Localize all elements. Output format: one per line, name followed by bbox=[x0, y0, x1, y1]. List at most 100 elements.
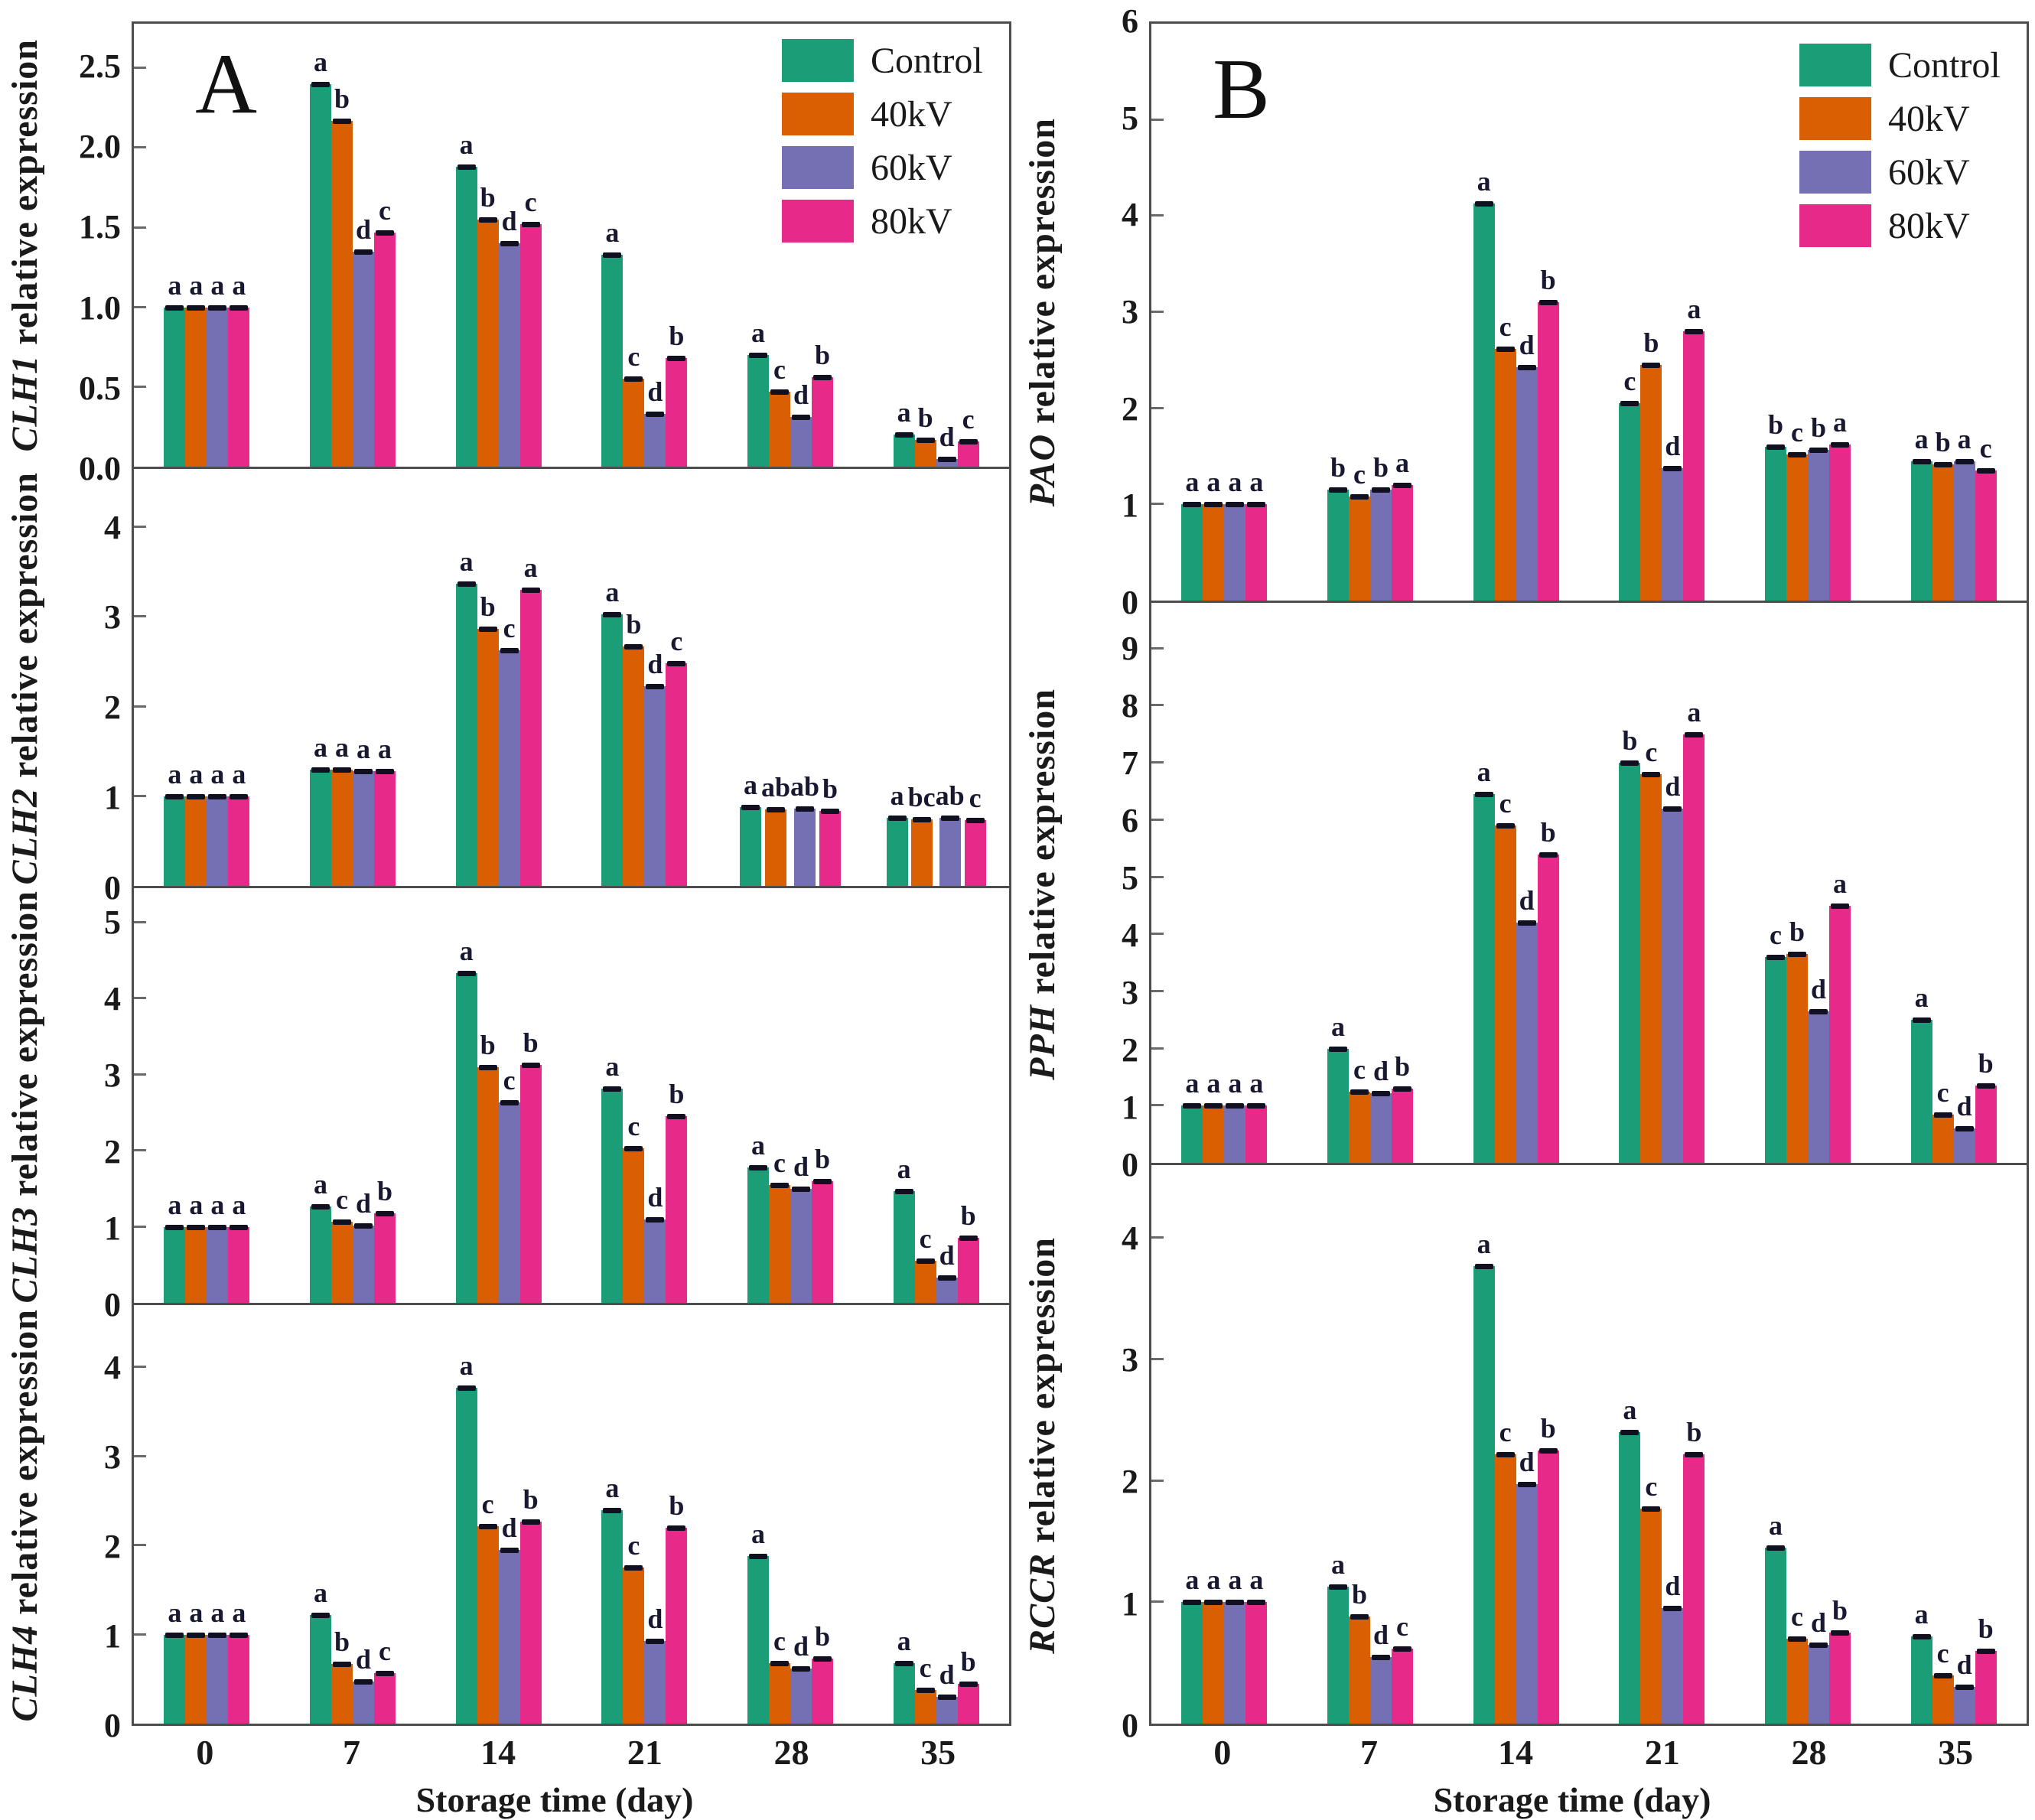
bar-wrap: d bbox=[1953, 603, 1975, 1163]
bar-60kv-day-21 bbox=[644, 414, 666, 467]
y-tick-mark bbox=[134, 1454, 146, 1457]
bar-80kv-day-0 bbox=[228, 1634, 250, 1724]
significance-letter: a bbox=[751, 317, 765, 349]
error-bar-cap bbox=[165, 1632, 184, 1638]
bar-wrap: c bbox=[1494, 603, 1516, 1163]
bar-wrap: d bbox=[644, 24, 666, 467]
bar-60kv-day-28 bbox=[1807, 1644, 1829, 1724]
y-tick-label: 2 bbox=[1122, 1031, 1138, 1069]
significance-letter: c bbox=[1769, 920, 1782, 951]
error-bar-cap bbox=[1204, 502, 1223, 508]
error-bar-cap bbox=[748, 1554, 767, 1560]
bar-wrap: d bbox=[1369, 603, 1392, 1163]
significance-letter: b bbox=[1686, 1416, 1702, 1447]
y-tick-label: 0 bbox=[104, 869, 121, 907]
error-bar-cap bbox=[887, 815, 907, 821]
bar-80kv-day-14 bbox=[1537, 854, 1559, 1163]
bar-wrap: b bbox=[957, 888, 979, 1303]
y-tick-mark bbox=[134, 67, 146, 70]
bar-40kv-day-0 bbox=[1203, 504, 1225, 601]
significance-letter: b bbox=[1540, 265, 1556, 296]
significance-letter: a bbox=[1185, 1564, 1200, 1596]
y-tick-mark bbox=[134, 226, 146, 229]
bar-group-day-35: a bc ab c bbox=[863, 469, 1009, 886]
bar-wrap: c bbox=[768, 888, 790, 1303]
bar-wrap: a bbox=[309, 1305, 331, 1724]
bar-wrap: a bbox=[1181, 24, 1203, 601]
significance-letter: c bbox=[627, 1530, 640, 1561]
error-bar-cap bbox=[624, 1565, 643, 1571]
error-bar-cap bbox=[1247, 502, 1266, 508]
significance-letter: c bbox=[503, 612, 516, 643]
bar-40kv-day-7 bbox=[330, 1221, 353, 1303]
bar-80kv-day-0 bbox=[1245, 504, 1268, 601]
bar-60kv-day-7 bbox=[352, 770, 374, 886]
bar-wrap: a bbox=[601, 24, 624, 467]
bar-wrap: b bbox=[1537, 1165, 1559, 1724]
bar-60kv-day-21 bbox=[644, 1640, 666, 1724]
significance-letter: d bbox=[501, 206, 517, 237]
bar-wrap: a bbox=[185, 24, 207, 467]
significance-letter: a bbox=[1477, 166, 1491, 197]
bar-control-day-21 bbox=[601, 1509, 624, 1724]
bar-control-day-35 bbox=[886, 817, 908, 886]
error-bar-cap bbox=[1620, 1430, 1639, 1436]
error-bar-cap bbox=[1663, 806, 1682, 812]
bar-wrap: c bbox=[914, 888, 936, 1303]
bar-60kv-day-28 bbox=[794, 809, 816, 886]
significance-letter: b bbox=[480, 591, 496, 622]
bar-wrap: b bbox=[1807, 24, 1829, 601]
bar-60kv-day-28 bbox=[790, 1668, 812, 1724]
significance-letter: d bbox=[355, 1187, 371, 1219]
significance-letter: a bbox=[168, 1189, 182, 1220]
significance-letter: a bbox=[897, 397, 911, 428]
bar-40kv-day-28 bbox=[764, 809, 786, 886]
error-bar-cap bbox=[770, 1182, 789, 1188]
y-tick-label: 1 bbox=[104, 1210, 121, 1247]
significance-letter: a bbox=[605, 217, 620, 248]
bar-wrap: b bbox=[811, 888, 833, 1303]
bar-80kv-day-35 bbox=[957, 1238, 979, 1303]
y-tick-mark bbox=[1151, 1236, 1164, 1239]
error-bar-cap bbox=[916, 1687, 935, 1693]
error-bar-cap bbox=[916, 437, 935, 443]
error-bar-cap bbox=[1830, 903, 1849, 909]
significance-letter: a bbox=[523, 552, 538, 584]
bar-40kv-day-28 bbox=[1786, 1638, 1808, 1724]
bar-control-day-14 bbox=[1473, 1265, 1495, 1724]
y-tick-mark bbox=[134, 794, 146, 797]
bar-wrap: a bbox=[1327, 603, 1349, 1163]
bar-40kv-day-35 bbox=[914, 439, 936, 467]
bar-wrap: a bbox=[1181, 603, 1203, 1163]
y-tick-mark bbox=[134, 705, 146, 708]
bar-wrap: d bbox=[498, 1305, 520, 1724]
y-axis-ticks: 0.0 0.5 1.0 1.5 2.0 2.5 bbox=[49, 21, 132, 485]
legend-label: 60kV bbox=[871, 147, 952, 188]
bar-wrap: a bbox=[893, 1305, 915, 1724]
bar-wrap: a bbox=[309, 24, 331, 467]
bar-wrap: a bbox=[1245, 24, 1268, 601]
bar-wrap: b bbox=[1369, 24, 1392, 601]
significance-letter: d bbox=[647, 1603, 663, 1634]
error-bar-cap bbox=[603, 1086, 622, 1092]
bar-wrap: a bbox=[1203, 603, 1225, 1163]
bar-wrap: d bbox=[1516, 1165, 1538, 1724]
error-bar-cap bbox=[1371, 487, 1390, 493]
significance-letter: a bbox=[897, 1153, 911, 1184]
bar-wrap: c bbox=[914, 1305, 936, 1724]
significance-letter: a bbox=[1768, 1509, 1783, 1541]
error-bar-cap bbox=[1226, 1103, 1245, 1109]
y-tick-mark bbox=[134, 526, 146, 529]
bar-40kv-day-14 bbox=[477, 628, 499, 886]
bar-wrap: a bbox=[747, 1305, 769, 1724]
bar-wrap: a bbox=[309, 888, 331, 1303]
error-bar-cap bbox=[375, 1670, 394, 1676]
bar-80kv-day-7 bbox=[373, 1213, 396, 1303]
significance-letter: b bbox=[376, 1175, 392, 1206]
error-bar-cap bbox=[812, 1656, 832, 1662]
bar-40kv-day-21 bbox=[623, 1148, 645, 1303]
